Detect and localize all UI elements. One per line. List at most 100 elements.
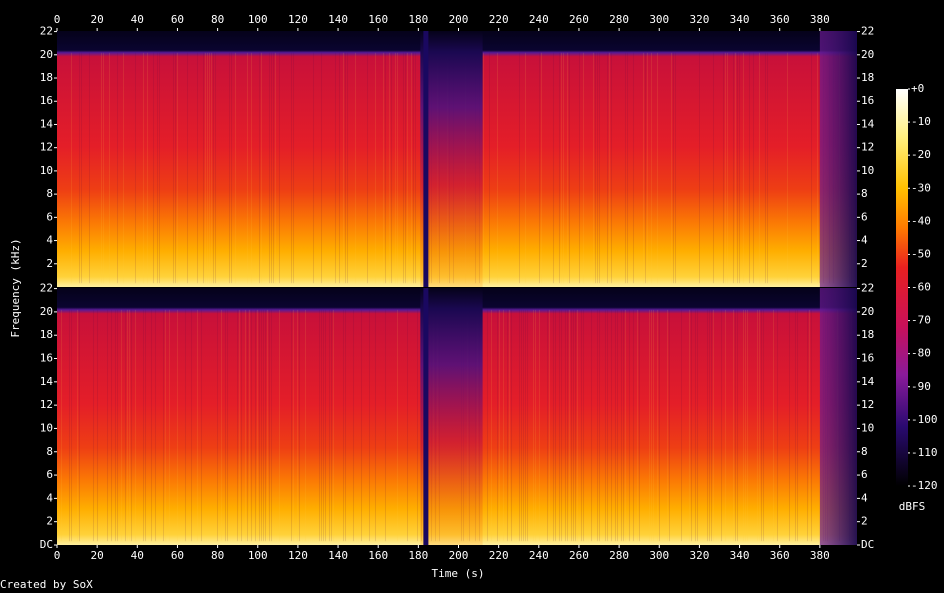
texture — [625, 52, 626, 284]
texture — [107, 309, 108, 542]
texture — [175, 52, 176, 284]
texture — [247, 309, 248, 542]
texture — [415, 52, 416, 284]
texture — [673, 52, 674, 284]
texture — [77, 309, 78, 542]
texture — [737, 52, 738, 284]
y-tick-label: 12 — [861, 398, 874, 411]
texture — [555, 309, 556, 542]
colorbar-tick-label: -110 — [911, 446, 938, 459]
texture — [111, 309, 112, 542]
texture — [713, 52, 714, 284]
texture — [667, 309, 668, 542]
y-tick-label: 8 — [861, 445, 868, 458]
texture — [245, 309, 246, 542]
texture — [159, 52, 160, 284]
texture — [397, 309, 398, 542]
texture — [259, 309, 260, 542]
texture — [697, 309, 698, 542]
texture — [725, 52, 726, 284]
texture — [395, 52, 396, 284]
colorbar-tick-label: -60 — [911, 281, 931, 294]
texture — [257, 309, 258, 542]
texture — [329, 309, 330, 542]
x-tick-label: 240 — [529, 549, 549, 562]
texture — [645, 52, 646, 284]
texture — [497, 309, 498, 542]
y-tick-label: DC — [40, 538, 53, 551]
texture — [185, 309, 186, 542]
texture — [559, 309, 560, 542]
x-tick-label: 120 — [288, 549, 308, 562]
y-tick-label: 4 — [861, 234, 868, 247]
texture — [321, 309, 322, 542]
texture — [293, 309, 294, 542]
y-tick-label: 18 — [861, 71, 874, 84]
y-axis-label: Frequency (kHz) — [9, 238, 22, 337]
silence — [423, 288, 429, 545]
texture — [549, 309, 550, 542]
texture — [369, 309, 370, 542]
texture — [723, 52, 724, 284]
colorbar-tick-label: -70 — [911, 314, 931, 327]
texture — [527, 309, 528, 542]
x-tick-label: 380 — [810, 13, 830, 26]
texture — [711, 309, 712, 542]
texture — [375, 52, 376, 284]
texture — [575, 309, 576, 542]
fade-out — [819, 31, 857, 287]
texture — [565, 309, 566, 542]
y-tick-label: 2 — [861, 515, 868, 528]
texture — [561, 309, 562, 542]
texture — [659, 309, 660, 542]
texture — [607, 309, 608, 542]
y-tick-label: 22 — [40, 282, 53, 295]
y-tick-label: 18 — [861, 328, 874, 341]
texture — [733, 309, 734, 542]
y-tick-label: 16 — [861, 352, 874, 365]
texture — [735, 309, 736, 542]
texture — [653, 309, 654, 542]
texture — [215, 52, 216, 284]
texture — [385, 52, 386, 284]
texture — [561, 52, 562, 284]
texture — [807, 309, 808, 542]
x-tick-label: 180 — [408, 549, 428, 562]
texture — [355, 52, 356, 284]
texture — [81, 52, 82, 284]
x-tick-label: 320 — [689, 549, 709, 562]
x-tick-label: 20 — [91, 549, 104, 562]
texture — [129, 309, 130, 542]
texture — [117, 309, 118, 542]
texture — [361, 309, 362, 542]
texture — [633, 52, 634, 284]
x-tick-label: 220 — [489, 13, 509, 26]
y-tick-label: DC — [861, 538, 874, 551]
texture — [651, 52, 652, 284]
texture — [333, 309, 334, 542]
y-tick-label: 14 — [40, 117, 54, 130]
texture — [353, 309, 354, 542]
texture — [267, 309, 268, 542]
y-tick-label: 12 — [40, 398, 53, 411]
texture — [153, 52, 154, 284]
texture — [671, 52, 672, 284]
texture — [269, 309, 270, 542]
quiet-region — [420, 288, 483, 545]
texture — [541, 52, 542, 284]
y-tick-label: 6 — [46, 468, 53, 481]
texture — [765, 52, 766, 284]
texture — [637, 309, 638, 542]
texture — [519, 52, 520, 284]
texture — [657, 52, 658, 284]
texture — [559, 52, 560, 284]
texture — [209, 52, 210, 284]
texture — [633, 309, 634, 542]
y-tick-label: 18 — [40, 71, 53, 84]
texture — [595, 52, 596, 284]
x-tick-label: 260 — [569, 13, 589, 26]
texture — [271, 309, 272, 542]
texture — [345, 309, 346, 542]
x-tick-label: 300 — [649, 549, 669, 562]
